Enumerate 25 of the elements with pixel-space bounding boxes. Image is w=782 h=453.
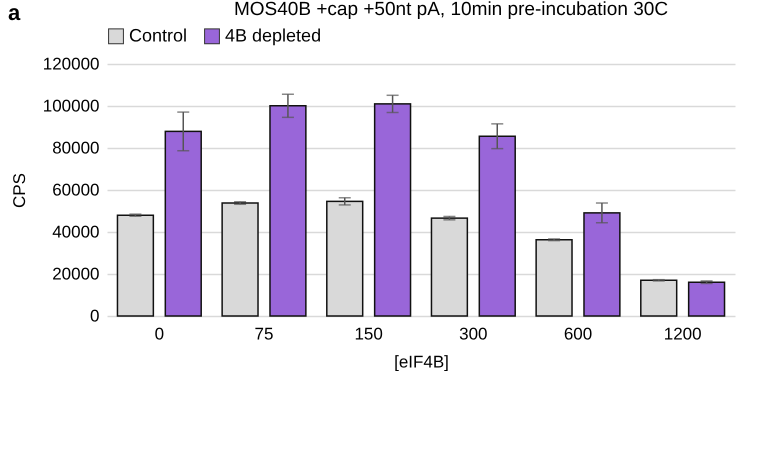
x-axis-title: [eIF4B]: [394, 352, 449, 372]
chart-title: MOS40B +cap +50nt pA, 10min pre-incubation 30C: [234, 0, 668, 20]
text: a: [8, 0, 20, 26]
y-tick-label: 0: [90, 306, 100, 326]
x-tick-label: 0: [154, 324, 164, 344]
y-tick-label: 100000: [42, 96, 100, 116]
bar: [374, 103, 412, 317]
y-axis-title: CPS: [10, 173, 29, 208]
legend-label: Control: [129, 25, 188, 46]
y-tick-label: 60000: [52, 180, 100, 200]
y-tick-label: 20000: [52, 264, 100, 284]
x-tick-label: 75: [254, 324, 274, 344]
x-tick-label: 150: [354, 324, 383, 344]
legend-label: 4B depleted: [225, 25, 322, 46]
bar: [269, 105, 307, 317]
y-tick-label: 80000: [52, 138, 100, 158]
bar: [688, 281, 726, 317]
bar: [478, 135, 516, 317]
x-tick-label: 300: [459, 324, 488, 344]
x-tick-label: 600: [564, 324, 592, 344]
bar: [583, 212, 621, 317]
bar: [164, 130, 202, 317]
y-tick-label: 40000: [52, 222, 100, 242]
y-tick-label: 120000: [42, 54, 100, 74]
x-tick-label: 1200: [664, 324, 702, 344]
